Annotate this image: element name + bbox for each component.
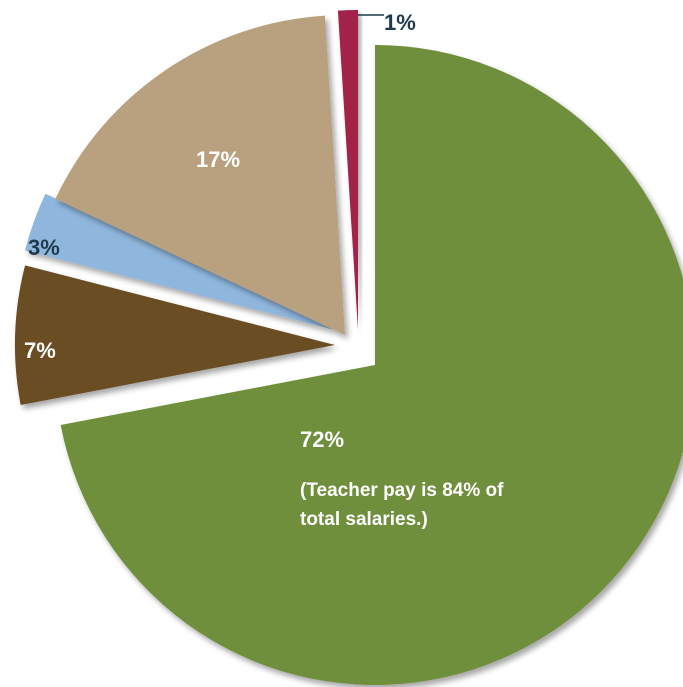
pie-slice-1 <box>337 9 358 330</box>
slice-note-line-2: total salaries.) <box>300 509 428 530</box>
slice-label-72: 72% <box>300 427 344 452</box>
pie-slice-7 <box>14 265 335 405</box>
slice-label-3: 3% <box>28 235 60 260</box>
slice-label-1: 1% <box>384 10 416 35</box>
pie-slice-72 <box>60 45 683 685</box>
slice-label-7: 7% <box>24 338 56 363</box>
pie-slice-17 <box>55 15 346 335</box>
pie-slice-3 <box>25 193 336 330</box>
slice-note-line-1: (Teacher pay is 84% of <box>300 480 504 501</box>
slice-label-17: 17% <box>196 147 240 172</box>
